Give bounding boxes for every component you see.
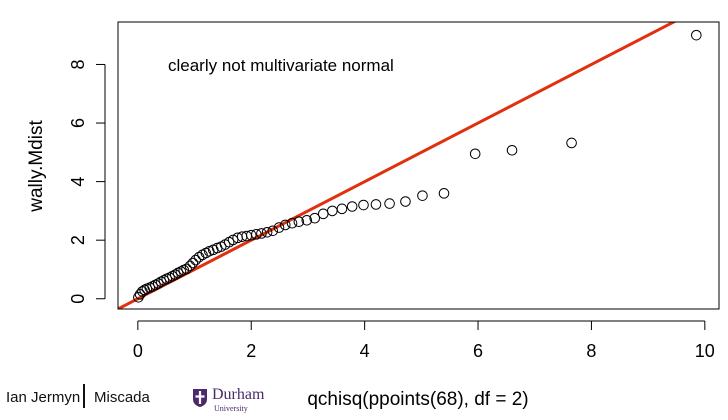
data-point (384, 198, 395, 209)
data-point (273, 222, 285, 233)
data-point (358, 199, 369, 211)
data-point (506, 144, 518, 156)
footer-divider (83, 384, 85, 408)
y-axis-label: wally.Mdist (26, 120, 47, 213)
data-point (336, 203, 348, 215)
data-point (245, 229, 257, 241)
qq-plot: 0 2 4 6 8 10 0 2 4 6 8 clearly not multivariate n… (26, 21, 720, 361)
data-point (309, 212, 321, 224)
data-point (438, 188, 450, 199)
data-point (181, 263, 192, 275)
logo-name: Durham (212, 386, 265, 403)
data-point (327, 205, 338, 217)
logo-subtitle: University (214, 404, 248, 413)
y-tick-label: 6 (68, 118, 88, 128)
x-tick-label: 4 (360, 341, 370, 361)
y-tick-label: 0 (68, 294, 88, 304)
data-point (346, 201, 358, 212)
x-tick-label: 2 (246, 341, 256, 361)
y-tick-label: 2 (68, 235, 88, 245)
reference-line (118, 22, 677, 309)
crest-icon (193, 389, 207, 407)
chart-annotation: clearly not multivariate normal (168, 56, 394, 75)
data-point (279, 219, 291, 231)
data-point (286, 217, 298, 229)
data-point (187, 257, 199, 269)
x-axis: 0 2 4 6 8 10 (133, 320, 715, 361)
data-point (566, 137, 577, 149)
data-point (184, 260, 196, 272)
data-point (301, 214, 313, 226)
footer-author: Ian Jermyn (6, 389, 81, 406)
plot-frame (117, 21, 720, 310)
data-point (227, 234, 239, 246)
data-point (293, 216, 305, 228)
data-point (400, 196, 411, 207)
data-point (370, 199, 382, 210)
data-point (417, 190, 428, 201)
data-point (190, 254, 201, 266)
data-point (261, 226, 273, 238)
data-point (169, 269, 181, 281)
y-tick-label: 8 (68, 59, 88, 69)
data-point (469, 148, 481, 160)
data-point (152, 278, 164, 289)
data-point (691, 29, 702, 41)
x-tick-label: 6 (473, 341, 483, 361)
data-point (133, 291, 144, 303)
data-point (256, 228, 267, 239)
data-point (251, 229, 262, 240)
x-tick-label: 8 (586, 341, 596, 361)
x-axis-label: qchisq(ppoints(68), df = 2) (307, 389, 528, 410)
y-tick-label: 4 (68, 177, 88, 187)
university-logo: Durham University (192, 386, 272, 416)
x-tick-label: 0 (133, 341, 143, 361)
y-axis: 0 2 4 6 8 (68, 59, 106, 304)
data-point (317, 208, 329, 220)
data-point (267, 225, 279, 237)
x-tick-label: 10 (695, 341, 715, 361)
footer-organization: Miscada (94, 389, 150, 406)
